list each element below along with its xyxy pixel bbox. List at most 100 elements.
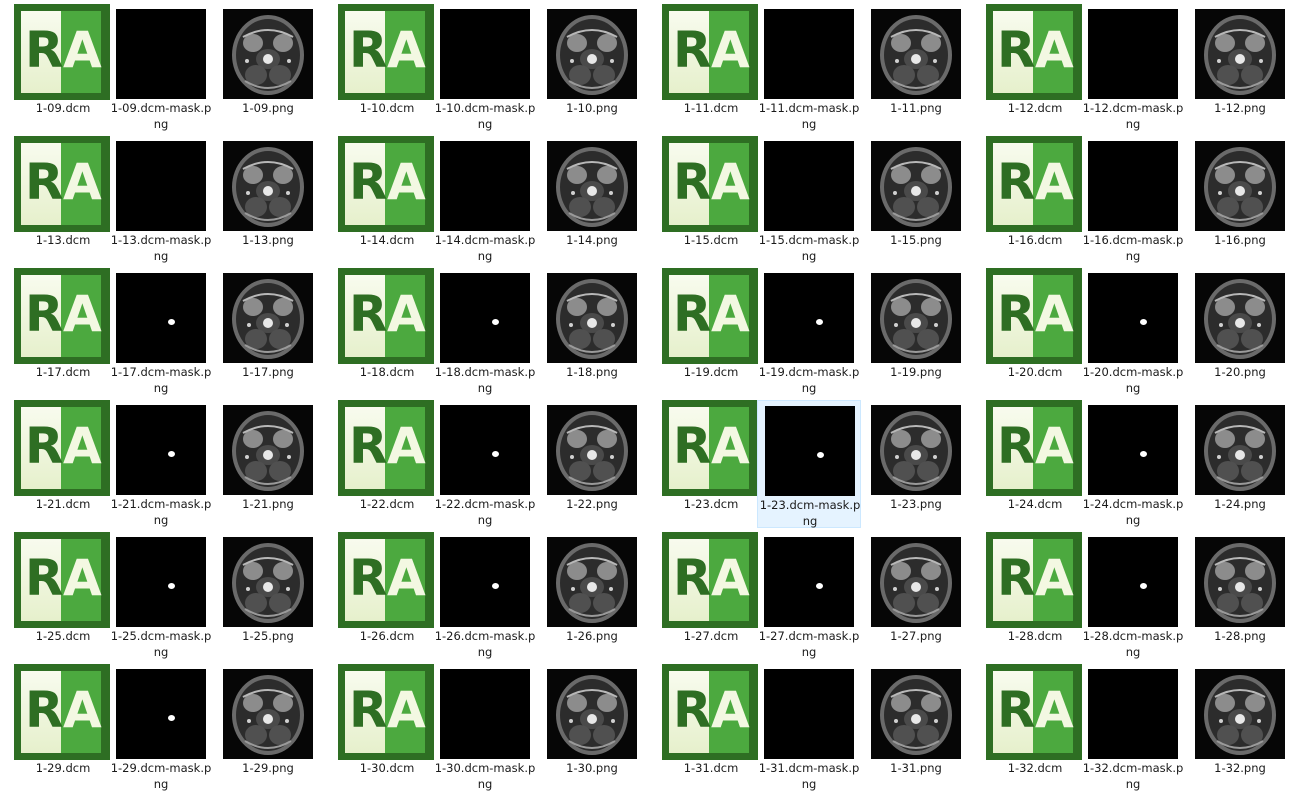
file-item-mask[interactable]: 1-19.dcm-mask.png (757, 268, 861, 396)
file-item-png[interactable]: 1-23.png (864, 400, 968, 528)
file-item-dcm[interactable]: R A 1-11.dcm (659, 4, 763, 132)
file-item-png[interactable]: 1-17.png (216, 268, 320, 396)
file-item-png[interactable]: 1-12.png (1188, 4, 1292, 132)
file-item-png[interactable]: 1-19.png (864, 268, 968, 396)
file-item-mask[interactable]: 1-29.dcm-mask.png (109, 664, 213, 792)
file-item-png[interactable]: 1-32.png (1188, 664, 1292, 792)
file-item-dcm[interactable]: R A 1-17.dcm (11, 268, 115, 396)
file-item-dcm[interactable]: R A 1-18.dcm (335, 268, 439, 396)
file-item-mask[interactable]: 1-15.dcm-mask.png (757, 136, 861, 264)
icon-letter-r: R (25, 417, 64, 475)
file-item-png[interactable]: 1-28.png (1188, 532, 1292, 660)
file-item-png[interactable]: 1-27.png (864, 532, 968, 660)
file-item-png[interactable]: 1-18.png (540, 268, 644, 396)
file-item-mask[interactable]: 1-25.dcm-mask.png (109, 532, 213, 660)
file-item-png[interactable]: 1-11.png (864, 4, 968, 132)
file-item-dcm[interactable]: R A 1-13.dcm (11, 136, 115, 264)
file-item-dcm[interactable]: R A 1-21.dcm (11, 400, 115, 528)
file-item-dcm[interactable]: R A 1-30.dcm (335, 664, 439, 792)
thumbnail-area (433, 136, 537, 232)
thumbnail-area (1081, 4, 1185, 100)
file-item-dcm[interactable]: R A 1-23.dcm (659, 400, 763, 528)
file-item-dcm[interactable]: R A 1-26.dcm (335, 532, 439, 660)
file-item-mask[interactable]: 1-20.dcm-mask.png (1081, 268, 1185, 396)
mri-scan-thumbnail (1195, 273, 1285, 363)
file-item-dcm[interactable]: R A 1-19.dcm (659, 268, 763, 396)
file-item-mask[interactable]: 1-24.dcm-mask.png (1081, 400, 1185, 528)
mri-scan-thumbnail (871, 537, 961, 627)
icon-letter-a: A (711, 285, 750, 343)
file-item-dcm[interactable]: R A 1-25.dcm (11, 532, 115, 660)
lesion-blob (816, 583, 823, 589)
mask-thumbnail (1088, 141, 1178, 231)
file-item-mask[interactable]: 1-23.dcm-mask.png (757, 400, 861, 528)
file-item-mask[interactable]: 1-21.dcm-mask.png (109, 400, 213, 528)
file-name-label: 1-14.dcm (359, 233, 415, 247)
file-item-mask[interactable]: 1-31.dcm-mask.png (757, 664, 861, 792)
file-item-mask[interactable]: 1-28.dcm-mask.png (1081, 532, 1185, 660)
file-item-mask[interactable]: 1-30.dcm-mask.png (433, 664, 537, 792)
file-name-label: 1-23.dcm-mask.png (759, 498, 861, 528)
file-item-dcm[interactable]: R A 1-10.dcm (335, 4, 439, 132)
file-item-png[interactable]: 1-10.png (540, 4, 644, 132)
file-item-mask[interactable]: 1-09.dcm-mask.png (109, 4, 213, 132)
file-item-mask[interactable]: 1-11.dcm-mask.png (757, 4, 861, 132)
file-item-dcm[interactable]: R A 1-16.dcm (983, 136, 1087, 264)
icon-letter-r: R (997, 153, 1036, 211)
file-item-png[interactable]: 1-15.png (864, 136, 968, 264)
file-item-mask[interactable]: 1-10.dcm-mask.png (433, 4, 537, 132)
file-item-dcm[interactable]: R A 1-12.dcm (983, 4, 1087, 132)
file-item-png[interactable]: 1-13.png (216, 136, 320, 264)
file-item-png[interactable]: 1-20.png (1188, 268, 1292, 396)
file-item-png[interactable]: 1-26.png (540, 532, 644, 660)
file-item-png[interactable]: 1-24.png (1188, 400, 1292, 528)
file-item-dcm[interactable]: R A 1-29.dcm (11, 664, 115, 792)
thumbnail-area (864, 136, 968, 232)
file-name-label: 1-17.dcm-mask.png (110, 365, 212, 395)
icon-letter-a: A (1035, 417, 1074, 475)
file-item-mask[interactable]: 1-32.dcm-mask.png (1081, 664, 1185, 792)
file-item-png[interactable]: 1-14.png (540, 136, 644, 264)
file-item-mask[interactable]: 1-14.dcm-mask.png (433, 136, 537, 264)
mask-thumbnail (1088, 669, 1178, 759)
file-item-png[interactable]: 1-09.png (216, 4, 320, 132)
file-item-mask[interactable]: 1-27.dcm-mask.png (757, 532, 861, 660)
file-item-dcm[interactable]: R A 1-09.dcm (11, 4, 115, 132)
file-name-label: 1-24.dcm-mask.png (1082, 497, 1184, 527)
file-item-mask[interactable]: 1-22.dcm-mask.png (433, 400, 537, 528)
mask-thumbnail (1088, 273, 1178, 363)
file-item-dcm[interactable]: R A 1-14.dcm (335, 136, 439, 264)
file-item-dcm[interactable]: R A 1-15.dcm (659, 136, 763, 264)
file-item-mask[interactable]: 1-13.dcm-mask.png (109, 136, 213, 264)
file-name-label: 1-25.dcm (35, 629, 91, 643)
file-item-png[interactable]: 1-29.png (216, 664, 320, 792)
file-item-png[interactable]: 1-21.png (216, 400, 320, 528)
file-item-dcm[interactable]: R A 1-24.dcm (983, 400, 1087, 528)
file-item-dcm[interactable]: R A 1-28.dcm (983, 532, 1087, 660)
file-item-png[interactable]: 1-30.png (540, 664, 644, 792)
file-item-mask[interactable]: 1-16.dcm-mask.png (1081, 136, 1185, 264)
file-item-mask[interactable]: 1-18.dcm-mask.png (433, 268, 537, 396)
lesion-blob (492, 451, 499, 457)
file-item-dcm[interactable]: R A 1-27.dcm (659, 532, 763, 660)
file-item-dcm[interactable]: R A 1-20.dcm (983, 268, 1087, 396)
file-item-mask[interactable]: 1-12.dcm-mask.png (1081, 4, 1185, 132)
file-item-mask[interactable]: 1-17.dcm-mask.png (109, 268, 213, 396)
file-item-png[interactable]: 1-31.png (864, 664, 968, 792)
file-item-png[interactable]: 1-22.png (540, 400, 644, 528)
file-item-png[interactable]: 1-16.png (1188, 136, 1292, 264)
file-item-dcm[interactable]: R A 1-22.dcm (335, 400, 439, 528)
file-item-mask[interactable]: 1-26.dcm-mask.png (433, 532, 537, 660)
file-item-dcm[interactable]: R A 1-31.dcm (659, 664, 763, 792)
file-item-dcm[interactable]: R A 1-32.dcm (983, 664, 1087, 792)
file-name-label: 1-25.png (242, 629, 294, 643)
file-name-label: 1-26.dcm-mask.png (434, 629, 536, 659)
file-item-png[interactable]: 1-25.png (216, 532, 320, 660)
icon-letter-r: R (673, 681, 712, 739)
